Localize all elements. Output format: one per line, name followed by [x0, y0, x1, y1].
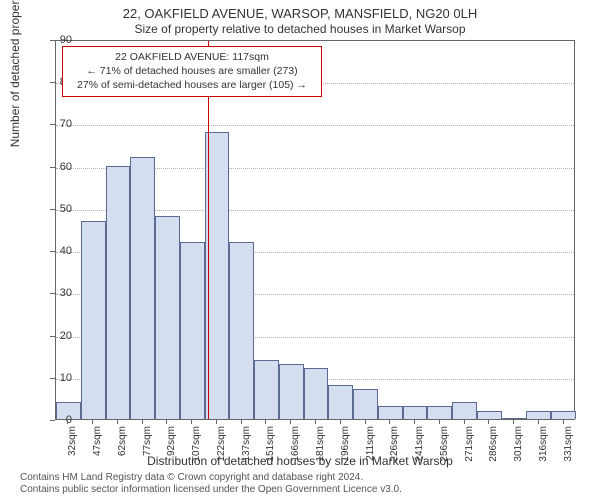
x-tick-label: 196sqm	[340, 426, 351, 466]
x-tick-label: 92sqm	[166, 426, 177, 466]
y-tick-mark	[50, 251, 55, 252]
x-tick-mark	[166, 419, 167, 424]
x-tick-label: 256sqm	[439, 426, 450, 466]
x-tick-mark	[67, 419, 68, 424]
y-tick-mark	[50, 293, 55, 294]
y-tick-label: 70	[42, 118, 72, 130]
y-tick-label: 90	[42, 34, 72, 46]
chart-title-line2: Size of property relative to detached ho…	[0, 22, 600, 36]
y-tick-label: 60	[42, 161, 72, 173]
histogram-bar	[353, 389, 378, 419]
x-tick-label: 77sqm	[142, 426, 153, 466]
x-tick-mark	[265, 419, 266, 424]
histogram-bar	[304, 368, 329, 419]
x-tick-label: 211sqm	[365, 426, 376, 466]
footer-line2: Contains public sector information licen…	[20, 484, 402, 496]
histogram-bar	[155, 216, 180, 419]
footer-line1: Contains HM Land Registry data © Crown c…	[20, 472, 402, 484]
x-tick-mark	[563, 419, 564, 424]
y-tick-label: 50	[42, 203, 72, 215]
x-tick-label: 241sqm	[414, 426, 425, 466]
histogram-bar	[81, 221, 106, 419]
x-tick-label: 62sqm	[117, 426, 128, 466]
y-tick-mark	[50, 82, 55, 83]
x-tick-mark	[513, 419, 514, 424]
x-tick-label: 286sqm	[488, 426, 499, 466]
x-tick-label: 301sqm	[513, 426, 524, 466]
histogram-bar	[526, 411, 551, 419]
y-tick-mark	[50, 378, 55, 379]
footer-attribution: Contains HM Land Registry data © Crown c…	[20, 472, 402, 496]
y-tick-mark	[50, 420, 55, 421]
x-tick-label: 331sqm	[563, 426, 574, 466]
histogram-bar	[427, 406, 452, 419]
x-tick-mark	[439, 419, 440, 424]
x-tick-mark	[365, 419, 366, 424]
y-tick-mark	[50, 167, 55, 168]
x-tick-mark	[191, 419, 192, 424]
y-tick-mark	[50, 124, 55, 125]
x-tick-label: 122sqm	[216, 426, 227, 466]
histogram-bar	[551, 411, 576, 419]
histogram-bar	[328, 385, 353, 419]
x-tick-mark	[290, 419, 291, 424]
x-tick-mark	[92, 419, 93, 424]
chart-title-line1: 22, OAKFIELD AVENUE, WARSOP, MANSFIELD, …	[0, 6, 600, 21]
histogram-bar	[229, 242, 254, 419]
annotation-line: 27% of semi-detached houses are larger (…	[69, 78, 315, 92]
histogram-bar	[403, 406, 428, 419]
y-tick-label: 30	[42, 287, 72, 299]
histogram-bar	[106, 166, 131, 419]
histogram-bar	[254, 360, 279, 419]
histogram-bar	[180, 242, 205, 419]
x-tick-label: 226sqm	[389, 426, 400, 466]
plot-area	[55, 40, 575, 420]
x-tick-mark	[216, 419, 217, 424]
y-tick-label: 10	[42, 372, 72, 384]
x-tick-label: 151sqm	[265, 426, 276, 466]
histogram-bar	[279, 364, 304, 419]
x-tick-mark	[117, 419, 118, 424]
histogram-bar	[130, 157, 155, 419]
y-tick-mark	[50, 40, 55, 41]
x-tick-mark	[389, 419, 390, 424]
x-tick-label: 166sqm	[290, 426, 301, 466]
x-tick-label: 137sqm	[241, 426, 252, 466]
histogram-bar	[378, 406, 403, 419]
y-tick-mark	[50, 209, 55, 210]
histogram-bar	[477, 411, 502, 419]
x-tick-mark	[142, 419, 143, 424]
x-tick-mark	[464, 419, 465, 424]
x-tick-label: 316sqm	[538, 426, 549, 466]
x-tick-label: 107sqm	[191, 426, 202, 466]
x-tick-mark	[488, 419, 489, 424]
x-tick-label: 181sqm	[315, 426, 326, 466]
y-tick-label: 20	[42, 330, 72, 342]
x-tick-mark	[340, 419, 341, 424]
x-tick-mark	[315, 419, 316, 424]
x-tick-mark	[241, 419, 242, 424]
annotation-line: 22 OAKFIELD AVENUE: 117sqm	[69, 50, 315, 64]
y-tick-mark	[50, 336, 55, 337]
x-tick-mark	[414, 419, 415, 424]
x-tick-label: 47sqm	[92, 426, 103, 466]
x-tick-mark	[538, 419, 539, 424]
x-tick-label: 271sqm	[464, 426, 475, 466]
annotation-line: ← 71% of detached houses are smaller (27…	[69, 64, 315, 78]
x-tick-label: 32sqm	[67, 426, 78, 466]
y-axis-label: Number of detached properties	[8, 0, 22, 147]
y-tick-label: 40	[42, 245, 72, 257]
histogram-bar	[452, 402, 477, 419]
gridline	[56, 125, 574, 126]
reference-line	[208, 41, 209, 419]
annotation-box: 22 OAKFIELD AVENUE: 117sqm← 71% of detac…	[62, 46, 322, 97]
